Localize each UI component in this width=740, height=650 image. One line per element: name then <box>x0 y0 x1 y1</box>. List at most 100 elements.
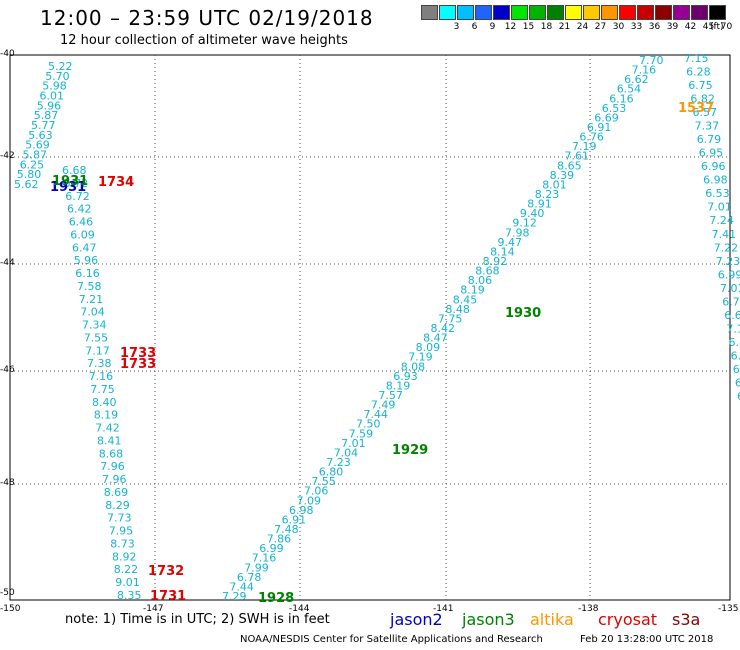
wave-height-value: 7.70 <box>639 54 664 67</box>
wave-height-value: 7.01 <box>720 282 740 295</box>
wave-height-value: 6.72 <box>737 390 740 403</box>
wave-height-value: 7.01 <box>707 201 732 214</box>
wave-height-value: 6.16 <box>609 92 634 105</box>
wave-height-value: 7.58 <box>77 280 102 293</box>
wave-height-value: 8.45 <box>453 293 478 306</box>
wave-height-value: 6.16 <box>75 267 100 280</box>
wave-height-value: 6.69 <box>594 111 619 124</box>
pass-time-label: 1733 <box>120 346 156 361</box>
legend-label: 9 <box>489 22 496 32</box>
wave-height-value: 8.01 <box>542 178 567 191</box>
wave-height-value: 6.98 <box>289 504 314 517</box>
wave-height-value: 7.17 <box>85 344 110 357</box>
wave-height-value: 7.61 <box>565 150 590 163</box>
wave-height-value: 7.75 <box>90 383 115 396</box>
wave-height-value: 7.01 <box>341 437 366 450</box>
wave-height-value: 6.98 <box>703 174 728 187</box>
wave-height-value: 7.37 <box>695 120 720 133</box>
wave-height-value: 7.57 <box>378 389 403 402</box>
pass-time-label: 1731 <box>150 589 186 604</box>
legend-label: 70 <box>720 22 733 32</box>
wave-height-value: 7.48 <box>274 523 299 536</box>
wave-height-value: 7.23 <box>326 456 351 469</box>
pass-time-label: 1931 <box>50 180 86 195</box>
wave-height-value: 8.91 <box>527 198 552 211</box>
wave-height-value: 8.08 <box>401 360 426 373</box>
wave-height-value: 6.93 <box>393 370 418 383</box>
wave-height-value: 7.16 <box>252 552 276 565</box>
legend-label: 21 <box>558 22 571 32</box>
wave-height-value: 8.65 <box>557 159 582 172</box>
wave-height-value: 6.99 <box>718 268 740 281</box>
wave-height-value: 6.57 <box>693 106 718 119</box>
wave-height-value: 6.71 <box>731 349 740 362</box>
wave-height-value: 8.09 <box>416 341 441 354</box>
lat-label: -44 <box>0 258 15 268</box>
wave-height-value: 7.19 <box>408 351 433 364</box>
footer-date: Feb 20 13:28:00 UTC 2018 <box>580 634 714 645</box>
legend-label: 33 <box>630 22 643 32</box>
wave-height-value: 6.46 <box>69 216 94 229</box>
wave-height-value: 6.81 <box>729 336 740 349</box>
legend-label: 36 <box>648 22 661 32</box>
legend-swatch <box>511 5 528 20</box>
legend-label: 24 <box>576 22 589 32</box>
wave-height-value: 8.69 <box>104 486 129 499</box>
wave-height-value: 6.91 <box>282 513 307 526</box>
wave-height-value: 6.82 <box>690 93 715 106</box>
wave-height-value: 8.14 <box>490 245 514 258</box>
wave-height-value: 6.68 <box>62 164 87 177</box>
wave-height-value: 8.92 <box>483 255 508 268</box>
wave-height-value: 6.47 <box>72 241 97 254</box>
wave-height-value: 7.04 <box>334 446 359 459</box>
wave-height-value: 8.23 <box>535 188 560 201</box>
wave-height-value: 7.98 <box>505 226 530 239</box>
lon-label: -150 <box>0 604 21 614</box>
wave-height-value: 6.09 <box>70 228 95 241</box>
wave-height-value: 7.50 <box>356 418 381 431</box>
wave-height-value: 7.44 <box>364 408 389 421</box>
legend-label: 6 <box>471 22 478 32</box>
wave-height-value: 5.62 <box>14 178 39 191</box>
wave-height-value: 5.22 <box>48 60 73 73</box>
legend-swatch <box>619 5 636 20</box>
wave-height-value: 6.28 <box>686 66 711 79</box>
wave-height-value: 8.06 <box>468 274 493 287</box>
lon-label: -135 <box>718 604 739 614</box>
wave-height-value: 7.19 <box>572 140 597 153</box>
legend-swatch <box>439 5 456 20</box>
legend-swatch <box>709 5 726 20</box>
wave-height-value: 7.21 <box>79 293 104 306</box>
wave-height-value: 5.69 <box>25 139 50 152</box>
wave-height-value: 8.42 <box>431 322 456 335</box>
wave-height-value: 7.42 <box>95 422 120 435</box>
wave-height-value: 6.64 <box>724 309 740 322</box>
wave-height-value: 6.42 <box>67 203 92 216</box>
wave-height-value: 9.40 <box>520 207 545 220</box>
track-right: 7.156.286.756.826.577.376.796.956.966.98… <box>684 52 740 403</box>
wave-height-value: 7.55 <box>311 475 336 488</box>
wave-height-value: 7.18 <box>726 322 740 335</box>
legend-unit: (ft) <box>710 22 724 32</box>
wave-height-value: 6.53 <box>602 102 627 115</box>
wave-height-value: 9.12 <box>512 217 537 230</box>
lon-label: -147 <box>143 604 164 614</box>
wave-height-value: 7.29 <box>222 590 247 603</box>
wave-height-value: 7.24 <box>709 214 734 227</box>
wave-height-value: 7.09 <box>297 494 322 507</box>
wave-height-value: 5.87 <box>23 149 48 162</box>
wave-height-value: 7.16 <box>89 370 114 383</box>
wave-height-value: 7.06 <box>304 485 329 498</box>
wave-height-value: 8.22 <box>114 563 139 576</box>
wave-height-value: 7.44 <box>229 580 254 593</box>
map-frame <box>9 54 731 601</box>
legend-label: 30 <box>612 22 625 32</box>
lat-label: -40 <box>0 49 15 59</box>
track-middle: 7.297.446.787.997.166.997.867.486.916.98… <box>222 54 664 603</box>
pass-time-label: 1928 <box>258 591 294 606</box>
wave-height-value: 6.72 <box>65 190 90 203</box>
wave-height-value: 6.78 <box>237 571 262 584</box>
wave-height-value: 6.99 <box>259 542 284 555</box>
